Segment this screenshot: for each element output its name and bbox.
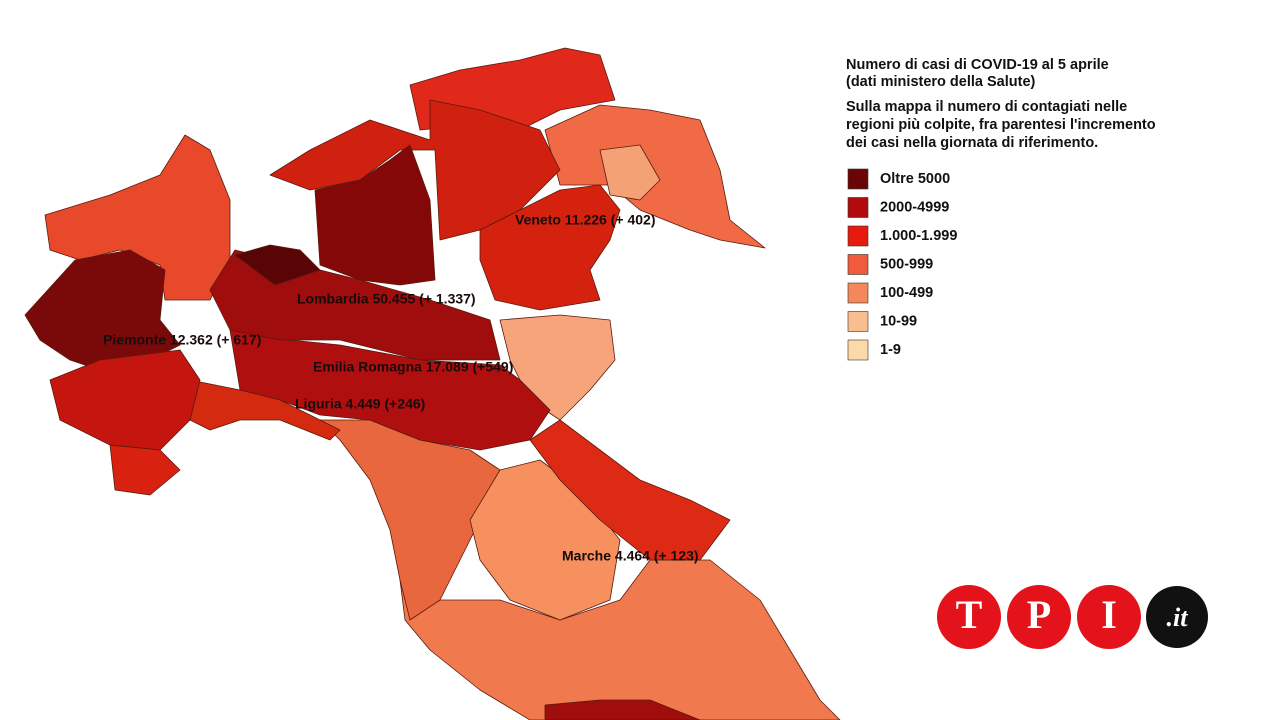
map [24,47,841,720]
region [229,329,551,451]
logo-circle [1146,586,1208,648]
legend-swatch [847,254,869,275]
legend-label: 2000-4999 [880,199,949,215]
region-label: Piemonte 12.362 (+ 617) [103,332,261,348]
legend-label: 100-499 [880,285,933,301]
legend-swatch [847,339,869,361]
legend-label: 500-999 [880,256,933,272]
region [269,99,561,241]
description: dei casi nella giornata di riferimento. [846,135,1098,151]
description: regioni più colpite, fra parentesi l'inc… [846,117,1156,133]
region [189,379,341,441]
legend-label: 1-9 [880,342,901,358]
region-label: Liguria 4.449 (+246) [295,396,425,412]
region-label: Marche 4.464 (+ 123) [562,548,699,564]
logo: T P I .it [937,585,1208,649]
header: Numero di casi di COVID-19 al 5 aprile (… [846,57,1156,151]
legend-label: 1.000-1.999 [880,228,957,244]
region-label: Veneto 11.226 (+ 402) [515,212,655,228]
region [24,249,181,371]
logo-letter: T [956,592,983,637]
legend-swatch [847,168,869,190]
legend-label: 10-99 [880,313,917,329]
logo-circle [937,585,1001,649]
region [49,349,201,451]
logo-circle [1007,585,1071,649]
region [399,559,841,720]
region [479,184,621,311]
legend: Oltre 5000 2000-4999 1.000-1.999 500-999 100… [847,168,957,361]
region-labels: Veneto 11.226 (+ 402) Lombardia 50.455 (… [103,212,699,564]
region [314,144,436,286]
logo-suffix: .it [1167,603,1189,632]
region [234,244,321,286]
logo-letter: P [1027,592,1051,637]
legend-label: Oltre 5000 [880,171,950,187]
region [529,419,731,561]
region [599,144,661,201]
legend-swatch [847,282,869,304]
region [109,444,181,496]
legend-swatch [847,225,869,247]
logo-letter: I [1101,592,1117,637]
subtitle: (dati ministero della Salute) [846,74,1036,90]
region-label: Emilia Romagna 17.089 (+549) [313,359,513,375]
title: Numero di casi di COVID-19 al 5 aprile [846,57,1109,73]
logo-circle [1077,585,1141,649]
legend-swatch [847,197,869,218]
region [544,699,701,720]
region-label: Lombardia 50.455 (+ 1.337) [297,291,476,307]
legend-swatch [847,311,869,332]
description: Sulla mappa il numero di contagiati nell… [846,99,1127,115]
